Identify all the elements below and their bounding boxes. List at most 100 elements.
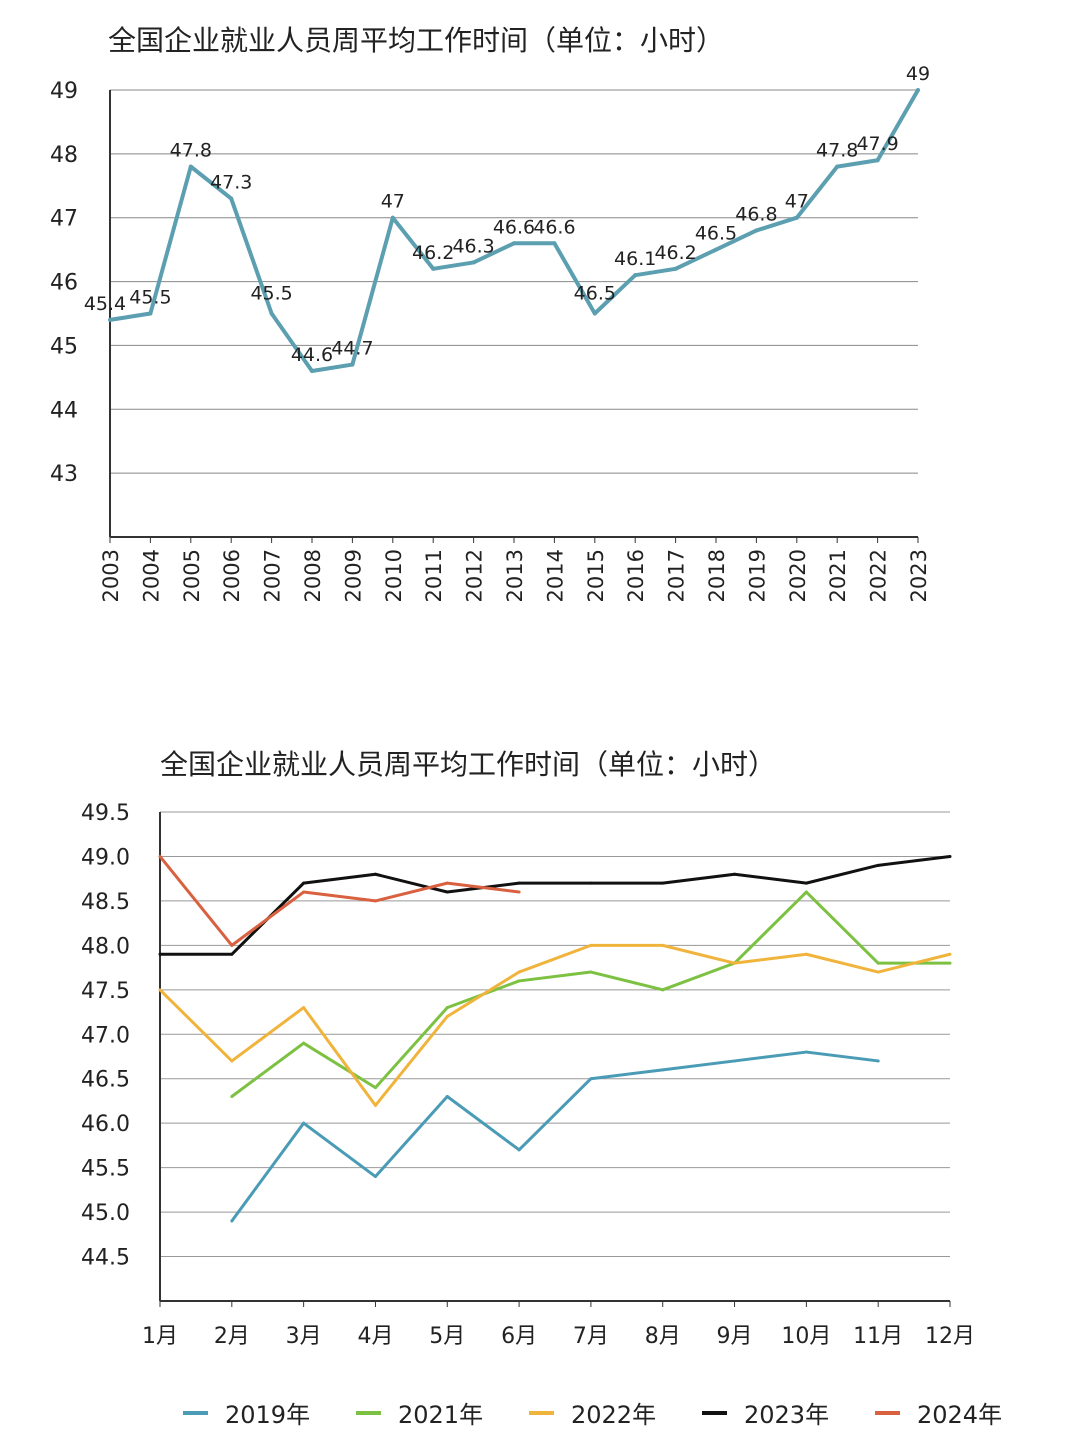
data-label: 47.9: [856, 133, 898, 155]
data-point: [373, 1175, 377, 1179]
data-point: [373, 1086, 377, 1090]
legend-label: 2023年: [744, 1401, 829, 1429]
data-point: [148, 311, 153, 316]
y-tick-label: 49: [50, 79, 78, 104]
data-point: [948, 961, 952, 965]
y-tick-label: 48: [50, 143, 78, 168]
data-point: [948, 952, 952, 956]
x-tick-label: 2023: [907, 549, 931, 602]
data-point: [445, 1014, 449, 1018]
series-line-2021年: [230, 890, 950, 1098]
data-point: [158, 988, 162, 992]
data-label: 46.6: [533, 216, 575, 238]
data-point: [512, 241, 516, 246]
data-point: [552, 241, 557, 246]
legend-label: 2022年: [571, 1401, 656, 1429]
chart-title: 全国企业就业人员周平均工作时间（单位：小时）: [108, 24, 724, 57]
data-point: [350, 362, 355, 367]
data-label: 46.5: [695, 223, 737, 245]
x-tick-label: 7月: [573, 1324, 609, 1349]
data-point: [302, 890, 306, 894]
data-point: [445, 890, 449, 894]
data-point: [804, 890, 808, 894]
data-point: [517, 881, 521, 885]
data-point: [373, 1103, 377, 1107]
x-tick-label: 2009: [341, 549, 365, 602]
data-point: [517, 1148, 521, 1152]
x-tick-label: 2022: [867, 549, 891, 602]
x-tick-label: 2014: [543, 549, 567, 602]
x-tick-label: 2013: [503, 549, 527, 602]
x-tick-label: 2016: [624, 549, 648, 602]
data-point: [158, 952, 162, 956]
x-tick-label: 2012: [463, 549, 487, 602]
data-point: [794, 215, 799, 220]
data-label: 47.8: [170, 140, 212, 162]
y-tick-label: 45: [50, 334, 78, 359]
data-point: [230, 943, 234, 947]
data-point: [589, 970, 593, 974]
data-point: [310, 368, 314, 373]
x-tick-label: 2008: [301, 549, 325, 602]
data-point: [661, 943, 665, 947]
data-point: [188, 164, 193, 169]
data-point: [804, 952, 808, 956]
data-point: [390, 215, 395, 220]
data-point: [431, 266, 436, 271]
y-tick-label: 49.0: [81, 845, 130, 870]
data-point: [230, 1219, 234, 1223]
data-point: [876, 970, 880, 974]
data-point: [302, 1121, 306, 1125]
data-label: 45.5: [250, 283, 292, 305]
data-point: [733, 872, 737, 876]
series-line-2024年: [158, 855, 520, 947]
x-tick-label: 4月: [357, 1324, 393, 1349]
data-point: [230, 1059, 234, 1063]
data-point: [230, 952, 234, 956]
x-tick-label: 8月: [645, 1324, 681, 1349]
x-tick-label: 2月: [214, 1324, 250, 1349]
x-tick-label: 2021: [826, 549, 850, 602]
x-tick-label: 2010: [382, 549, 406, 602]
series-line-2023年: [160, 854, 951, 956]
data-point: [876, 863, 880, 867]
data-point: [633, 273, 638, 278]
y-tick-label: 48.0: [81, 934, 130, 959]
data-point: [661, 881, 665, 885]
data-point: [714, 247, 718, 252]
data-point: [445, 1095, 449, 1099]
y-tick-label: 45.0: [81, 1201, 130, 1226]
x-tick-label: 2017: [665, 549, 689, 602]
data-point: [875, 158, 880, 163]
data-label: 47: [785, 191, 809, 213]
data-point: [916, 88, 920, 92]
data-point: [302, 881, 306, 885]
data-point: [673, 266, 678, 271]
x-tick-label: 2015: [584, 549, 608, 602]
x-tick-label: 1月: [142, 1324, 178, 1349]
x-tick-label: 2007: [261, 549, 285, 602]
data-point: [804, 881, 808, 885]
data-point: [445, 1006, 449, 1010]
data-point: [589, 1077, 593, 1081]
x-tick-label: 9月: [717, 1324, 753, 1349]
data-point: [471, 260, 476, 265]
chart-yearly-hours: 全国企业就业人员周平均工作时间（单位：小时） 43 44 45 46 47 48 49 2003…: [50, 24, 931, 602]
x-tick-label: 11月: [853, 1324, 903, 1349]
y-tick-label: 46: [50, 271, 78, 296]
data-point: [517, 890, 521, 894]
x-tick-label: 3月: [286, 1324, 322, 1349]
x-tick-label: 2011: [422, 549, 446, 602]
x-tick-label: 2018: [705, 549, 729, 602]
data-label: 46.1: [614, 248, 656, 270]
data-point: [835, 164, 840, 169]
data-label: 45.5: [129, 287, 171, 309]
x-tick-label: 12月: [925, 1324, 975, 1349]
data-point: [108, 317, 112, 322]
data-point: [661, 1068, 665, 1072]
data-label: 46.8: [735, 203, 777, 225]
chart-title: 全国企业就业人员周平均工作时间（单位：小时）: [160, 748, 776, 781]
x-tick-label: 2004: [139, 549, 163, 602]
data-point: [269, 311, 274, 316]
